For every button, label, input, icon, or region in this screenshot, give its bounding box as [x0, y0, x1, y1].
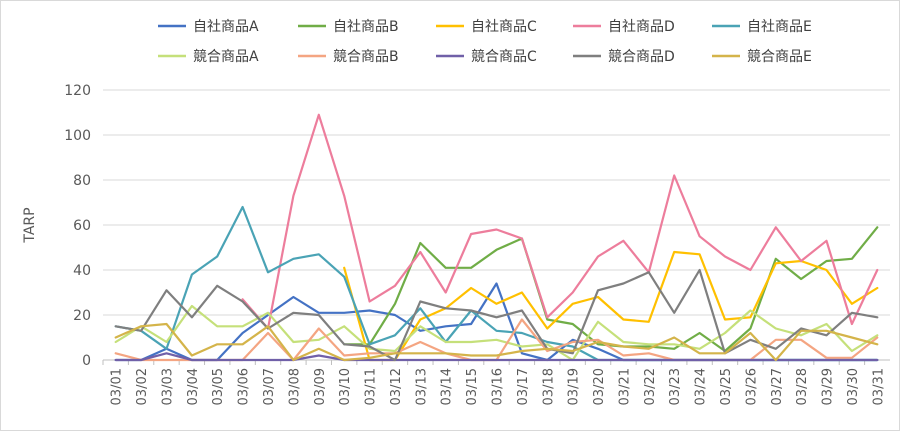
legend-label: 自社商品B [333, 19, 399, 35]
legend-label: 競合商品D [608, 49, 675, 65]
x-tick-label: 03/12 [389, 368, 404, 405]
x-axis-ticks: 03/01 03/02 03/03 03/04 03/05 03/06 03/07 03/08… [102, 360, 886, 405]
x-tick-label: 03/09 [313, 368, 328, 405]
x-tick-label: 03/19 [567, 368, 582, 405]
x-tick-label: 03/17 [516, 368, 531, 405]
series-line-8 [114, 268, 879, 362]
legend-label: 競合商品B [333, 49, 399, 65]
legend-label: 自社商品A [193, 19, 259, 35]
x-tick-label: 03/05 [211, 368, 226, 405]
y-tick-label: 120 [64, 83, 91, 99]
legend-label: 競合商品A [193, 49, 259, 65]
y-tick-label: 0 [82, 353, 91, 369]
legend-label: 自社商品E [747, 19, 812, 35]
series-line-7 [114, 352, 879, 362]
x-tick-label: 03/28 [795, 368, 810, 405]
legend-label: 競合商品C [471, 49, 537, 65]
x-tick-label: 03/18 [541, 368, 556, 405]
x-tick-label: 03/20 [592, 368, 607, 405]
x-tick-label: 03/29 [821, 368, 836, 405]
y-axis-title: TARP [22, 207, 38, 243]
legend-label: 競合商品E [747, 49, 812, 65]
series-line-5 [114, 304, 879, 362]
x-tick-label: 03/26 [744, 368, 759, 405]
legend-label: 自社商品C [471, 19, 537, 35]
x-tick-label: 03/31 [871, 368, 886, 405]
series-lines [114, 113, 879, 362]
x-tick-label: 03/03 [160, 368, 175, 405]
y-tick-label: 60 [73, 218, 91, 234]
x-tick-label: 03/22 [643, 368, 658, 405]
x-tick-label: 03/04 [186, 368, 201, 405]
x-tick-label: 03/23 [668, 368, 683, 405]
x-tick-label: 03/10 [338, 368, 353, 405]
series-line-3 [241, 113, 879, 330]
series-line-2 [343, 250, 879, 362]
x-tick-label: 03/30 [846, 368, 861, 405]
x-tick-label: 03/15 [465, 368, 480, 405]
series-line-9 [114, 322, 879, 362]
y-tick-label: 80 [73, 173, 91, 189]
x-tick-label: 03/14 [440, 368, 455, 405]
x-tick-label: 03/25 [719, 368, 734, 405]
x-tick-label: 03/27 [770, 368, 785, 405]
x-tick-label: 03/07 [262, 368, 277, 405]
x-tick-label: 03/21 [617, 368, 632, 405]
legend: 自社商品A 自社商品B 自社商品C 自社商品D 自社商品E 競合商品A 競合商品B 競合商品C… [158, 19, 812, 65]
y-tick-label: 20 [73, 308, 91, 324]
gridlines [103, 89, 890, 361]
x-tick-label: 03/13 [414, 368, 429, 405]
legend-label: 自社商品D [608, 19, 675, 35]
x-tick-label: 03/11 [364, 368, 379, 405]
y-tick-label: 40 [73, 263, 91, 279]
x-tick-label: 03/01 [110, 368, 125, 405]
y-tick-label: 100 [64, 128, 91, 144]
x-tick-label: 03/24 [694, 368, 709, 405]
x-tick-label: 03/16 [491, 368, 506, 405]
x-tick-label: 03/06 [237, 368, 252, 405]
x-tick-label: 03/02 [135, 368, 150, 405]
x-tick-label: 03/08 [287, 368, 302, 405]
y-axis-ticks: 0 20 40 60 80 100 120 [64, 83, 91, 369]
series-line-1 [343, 226, 879, 353]
